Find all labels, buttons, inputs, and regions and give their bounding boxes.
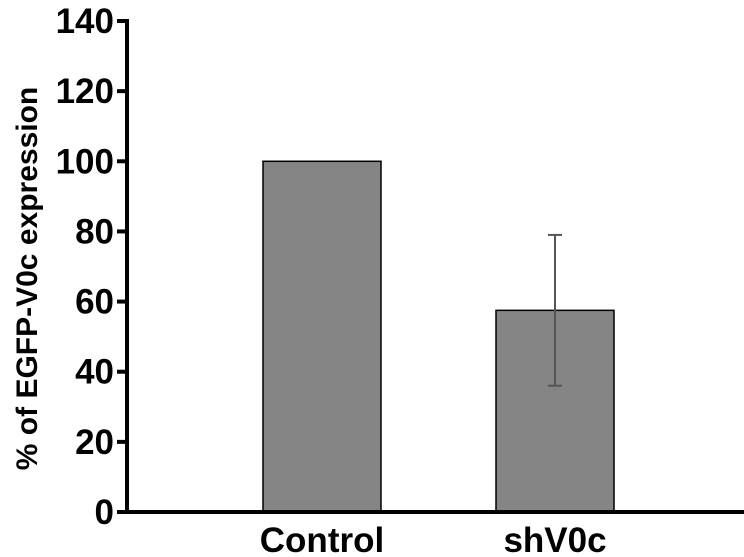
y-tick-label: 0 <box>95 493 114 532</box>
y-tick-label: 20 <box>75 423 114 462</box>
bars <box>262 160 615 513</box>
y-tick-label: 60 <box>75 283 114 322</box>
error-bars <box>548 233 562 387</box>
error-bar-shv0c <box>548 233 562 387</box>
category-label: Control <box>260 521 384 557</box>
y-tick-label: 80 <box>75 212 114 251</box>
y-tick-label: 120 <box>56 72 114 111</box>
bar-control <box>262 160 382 513</box>
y-axis-ticks: 0 20 40 60 80 100 120 140 <box>56 2 127 532</box>
y-axis-title: % of EGFP-V0c expression <box>11 87 44 470</box>
y-tick-label: 100 <box>56 142 114 181</box>
category-labels: Control shV0c <box>260 521 607 557</box>
y-tick-label: 140 <box>56 2 114 41</box>
category-label: shV0c <box>503 521 606 557</box>
y-tick-label: 40 <box>75 353 114 392</box>
